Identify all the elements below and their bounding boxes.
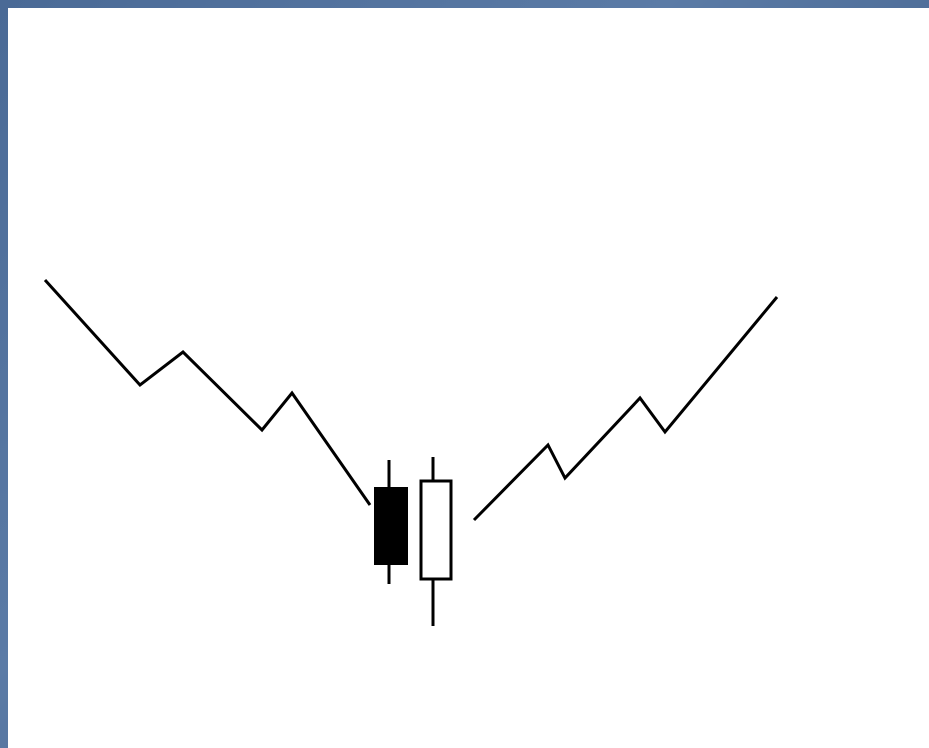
uptrend-line [472,296,779,522]
black-candle-body [374,487,408,565]
white-candle-body [419,479,453,581]
diagram-canvas [8,8,929,748]
downtrend-line [43,278,372,506]
